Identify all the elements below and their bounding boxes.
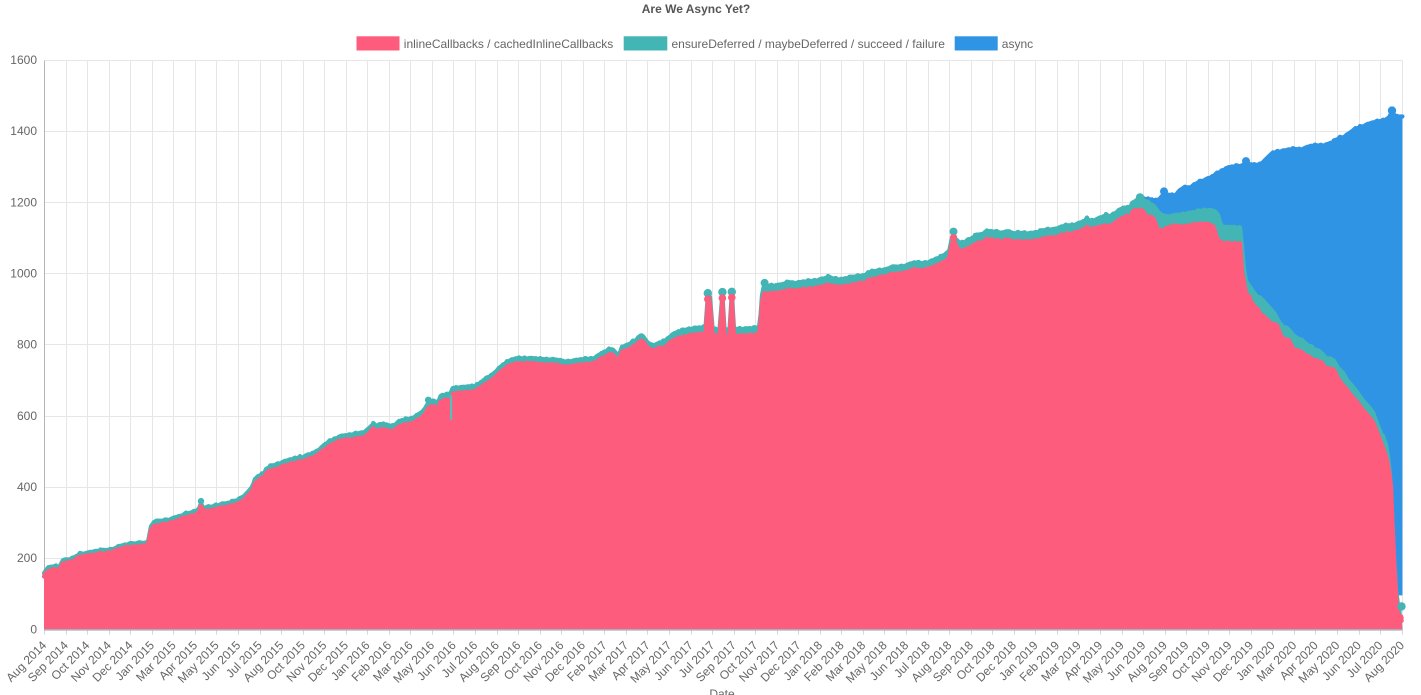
svg-text:Date: Date — [709, 687, 735, 695]
svg-text:1400: 1400 — [10, 124, 37, 138]
svg-text:200: 200 — [17, 551, 37, 565]
svg-text:400: 400 — [17, 480, 37, 494]
svg-text:800: 800 — [17, 338, 37, 352]
svg-text:1200: 1200 — [10, 195, 37, 209]
svg-text:600: 600 — [17, 409, 37, 423]
svg-text:inlineCallbacks / cachedInline: inlineCallbacks / cachedInlineCallbacks — [404, 37, 613, 51]
svg-text:Are We Async Yet?: Are We Async Yet? — [642, 2, 751, 16]
svg-text:async: async — [1002, 37, 1033, 51]
svg-text:0: 0 — [30, 622, 37, 636]
svg-text:1000: 1000 — [10, 267, 37, 281]
svg-text:ensureDeferred / maybeDeferred: ensureDeferred / maybeDeferred / succeed… — [672, 37, 946, 51]
svg-text:1600: 1600 — [10, 53, 37, 67]
